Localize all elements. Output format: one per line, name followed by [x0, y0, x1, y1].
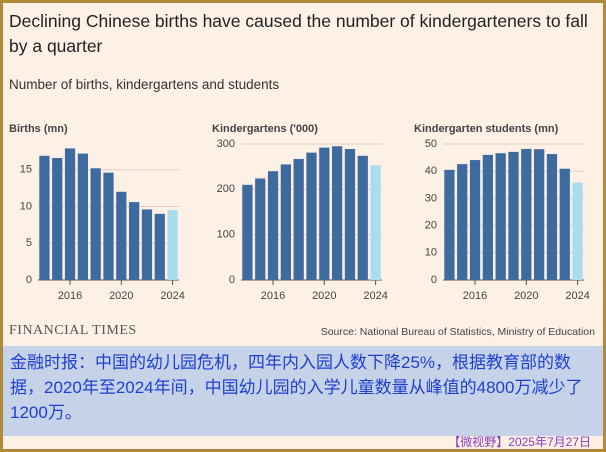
- y-tick-label: 0: [26, 274, 32, 286]
- bar: [77, 153, 88, 280]
- bar: [52, 157, 63, 280]
- footer: 【微视野】2025年7月27日: [448, 435, 591, 449]
- title: Declining Chinese births have caused the…: [9, 11, 588, 56]
- x-tick-label: 2020: [312, 290, 336, 302]
- y-tick-label: 15: [20, 164, 32, 176]
- bar: [495, 153, 506, 280]
- bar: [521, 148, 532, 280]
- source: Source: National Bureau of Statistics, M…: [320, 326, 595, 338]
- bar: [546, 154, 558, 280]
- bar: [357, 155, 368, 280]
- bar: [319, 147, 330, 280]
- bar: [242, 184, 253, 280]
- bar: [306, 152, 317, 280]
- bar: [64, 148, 76, 280]
- subtitle: Number of births, kindergartens and stud…: [9, 77, 280, 92]
- chart-title: Kindergarten students (mn): [414, 123, 559, 135]
- bar: [141, 209, 153, 280]
- bar: [344, 148, 356, 280]
- y-tick-label: 100: [217, 229, 235, 241]
- bar: [255, 178, 266, 280]
- chart-title: Kindergartens ('000): [212, 123, 318, 135]
- brand: FINANCIAL TIMES: [9, 323, 137, 338]
- bar: [129, 202, 140, 280]
- bar: [267, 171, 279, 280]
- bar: [457, 164, 468, 280]
- bar: [154, 213, 165, 280]
- y-tick-label: 5: [26, 237, 32, 249]
- bar: [167, 210, 178, 280]
- y-tick-label: 10: [20, 200, 32, 212]
- y-tick-label: 300: [217, 138, 235, 150]
- y-tick-label: 30: [425, 192, 437, 204]
- bar: [559, 168, 570, 280]
- caption: 金融时报：中国的幼儿园危机，四年内入园人数下降25%，根据教育部的数据，2020…: [3, 346, 603, 436]
- bar: [444, 169, 455, 280]
- bar: [293, 158, 304, 280]
- bar: [482, 154, 493, 280]
- bar: [116, 191, 127, 280]
- x-tick-label: 2016: [261, 290, 285, 302]
- y-tick-label: 0: [229, 274, 235, 286]
- y-tick-label: 40: [425, 165, 437, 177]
- bar: [39, 155, 50, 280]
- x-tick-label: 2016: [463, 290, 487, 302]
- y-tick-label: 0: [431, 274, 437, 286]
- charts: Births (mn) 0 5 10 15 2016 2020 2024 Kindergarte…: [9, 123, 590, 302]
- bar: [508, 151, 519, 280]
- bar: [280, 164, 291, 280]
- chart-title: Births (mn): [9, 123, 68, 135]
- bar: [103, 172, 114, 280]
- bar: [469, 160, 481, 280]
- x-tick-label: 2024: [363, 290, 387, 302]
- y-tick-label: 200: [217, 183, 235, 195]
- bar: [534, 149, 545, 280]
- bar: [90, 168, 101, 280]
- bar: [332, 146, 343, 280]
- y-tick-label: 20: [425, 220, 437, 232]
- x-tick-label: 2016: [58, 290, 82, 302]
- y-tick-label: 10: [425, 247, 437, 259]
- bar: [572, 182, 583, 280]
- x-tick-label: 2024: [160, 290, 184, 302]
- bar: [370, 165, 381, 280]
- y-tick-label: 50: [425, 138, 437, 150]
- x-tick-label: 2024: [565, 290, 589, 302]
- x-tick-label: 2020: [514, 290, 538, 302]
- x-tick-label: 2020: [109, 290, 133, 302]
